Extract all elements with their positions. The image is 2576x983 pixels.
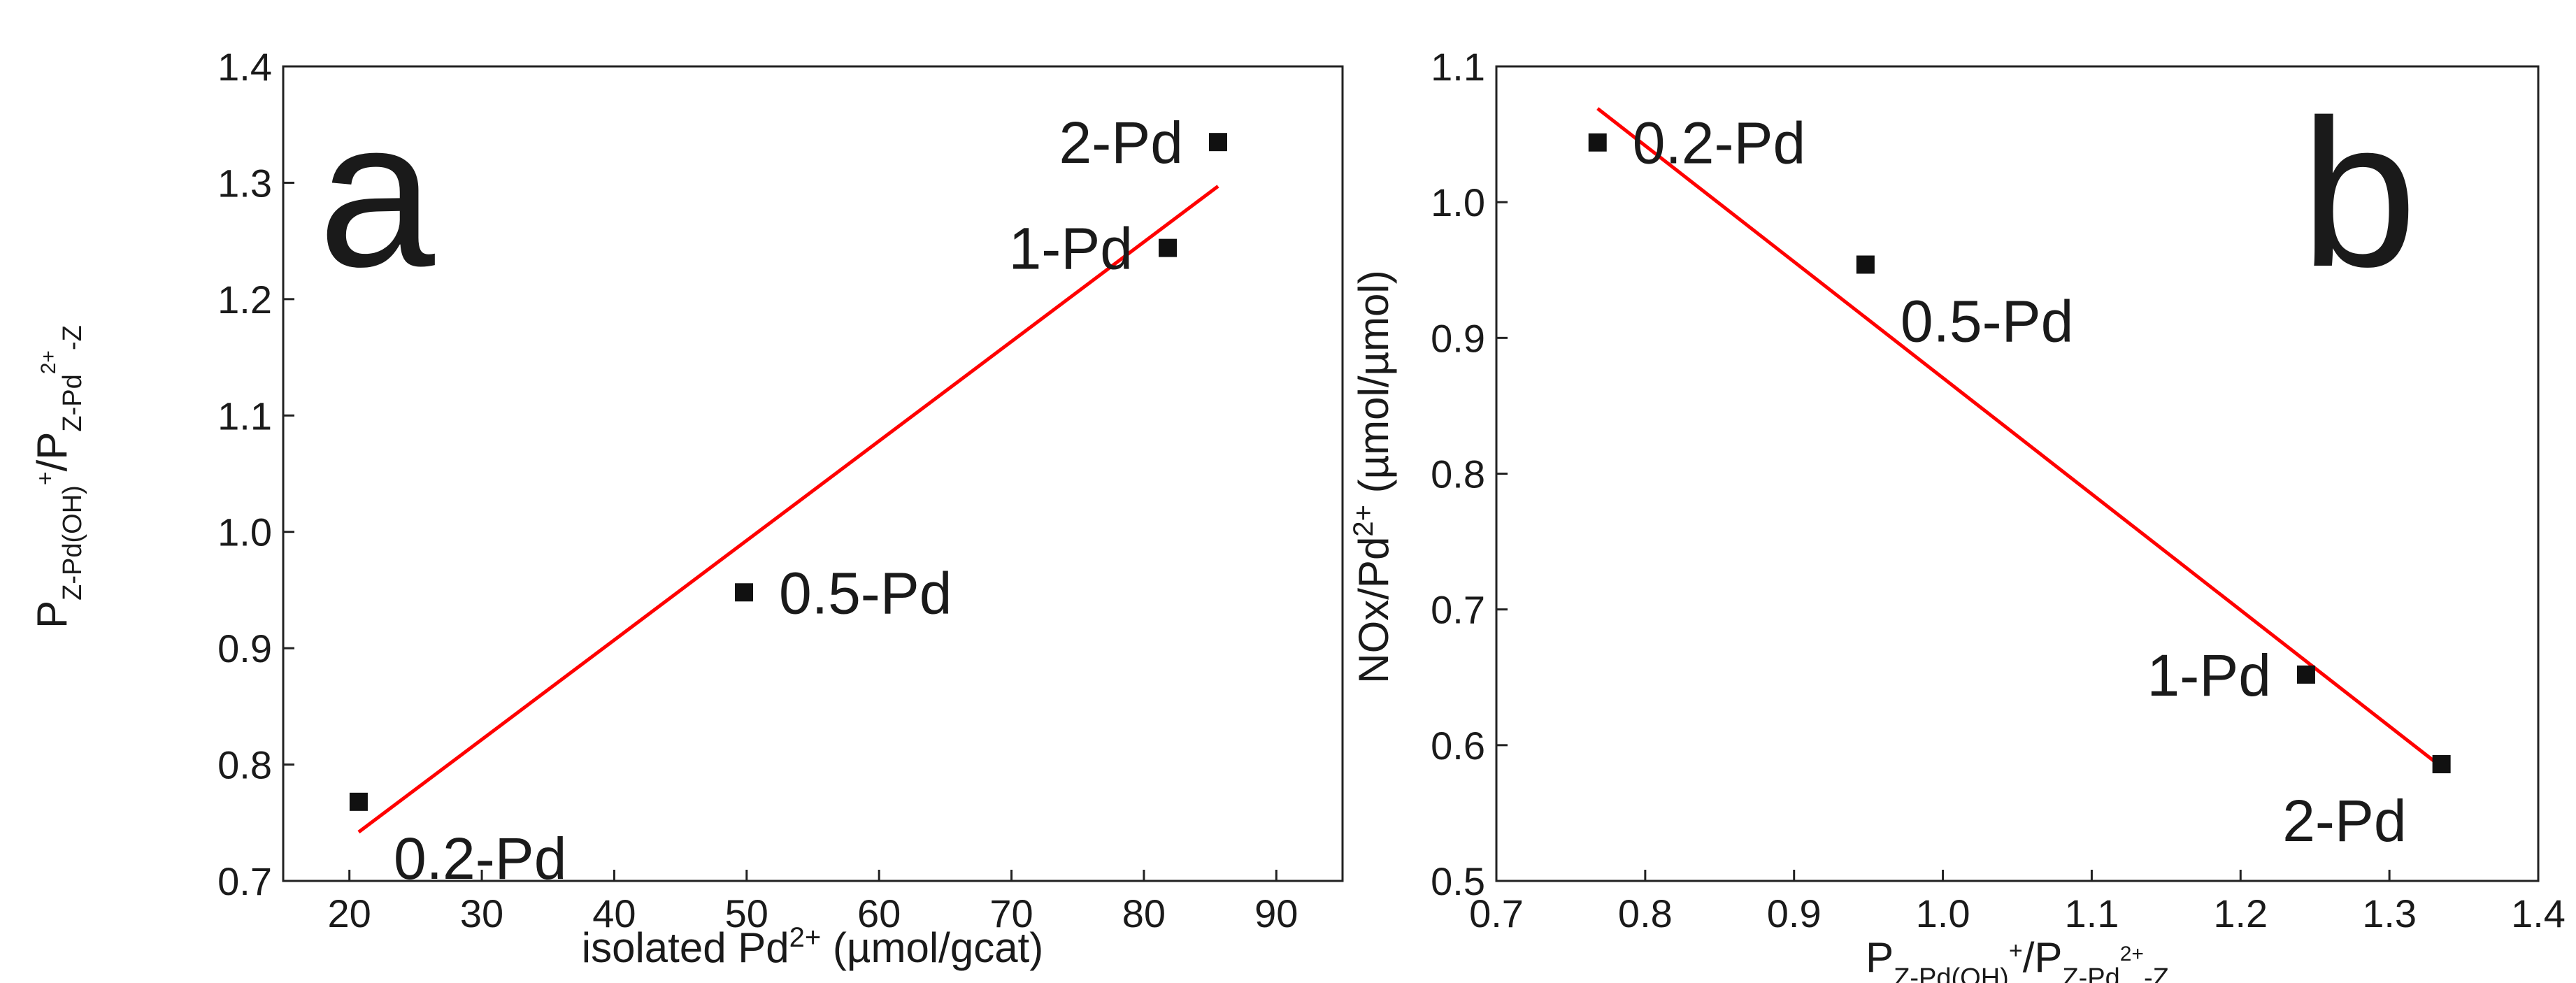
plot-frame-a bbox=[282, 65, 1344, 882]
x-tick-label-b: 1.2 bbox=[2213, 891, 2268, 935]
panel-letter-a: a bbox=[318, 76, 436, 310]
data-point-a bbox=[735, 583, 754, 602]
x-tick-label-b: 1.4 bbox=[2511, 891, 2566, 935]
point-label-b: 0.5-Pd bbox=[1901, 288, 2074, 354]
axis-ticks-a bbox=[283, 65, 1278, 882]
x-tick-label-a: 20 bbox=[328, 891, 371, 935]
data-point-b bbox=[1856, 255, 1875, 274]
y-tick-label-b: 0.5 bbox=[1431, 859, 1485, 903]
data-point-a bbox=[1208, 133, 1227, 152]
y-tick-label-a: 1.2 bbox=[217, 278, 272, 322]
point-label-a: 0.2-Pd bbox=[394, 826, 567, 891]
chart-panel-b: 0.7 0.8 0.9 1.0 1.1 1.2 1.3 1.4 0.5 0.6 0.7 0.8 0.9 1… bbox=[1348, 45, 2566, 983]
x-tick-label-a: 90 bbox=[1254, 891, 1298, 935]
y-tick-label-a: 1.3 bbox=[217, 161, 272, 205]
data-point-b bbox=[2432, 755, 2451, 774]
y-tick-label-a: 1.4 bbox=[217, 45, 272, 89]
data-points-a bbox=[349, 133, 1227, 811]
x-tick-label-b: 1.3 bbox=[2362, 891, 2417, 935]
x-axis-title-a: isolated Pd2+ (µmol/gcat) bbox=[582, 922, 1043, 971]
x-axis-title-b: PZ-Pd(OH)+/PZ-Pd2+-Z bbox=[1866, 934, 2169, 983]
data-point-b bbox=[1588, 133, 1607, 152]
y-tick-label-a: 0.7 bbox=[217, 859, 272, 903]
point-label-a: 2-Pd bbox=[1059, 110, 1183, 175]
y-tick-label-a: 0.9 bbox=[217, 626, 272, 670]
y-tick-label-a: 0.8 bbox=[217, 743, 272, 787]
data-point-a bbox=[349, 792, 368, 811]
point-label-a: 0.5-Pd bbox=[779, 560, 952, 626]
point-labels-a: 0.2-Pd 0.5-Pd 1-Pd 2-Pd bbox=[394, 110, 1183, 891]
x-tick-label-b: 1.1 bbox=[2064, 891, 2119, 935]
x-tick-label-a: 70 bbox=[989, 891, 1033, 935]
fit-line-a bbox=[357, 185, 1219, 834]
y-tick-label-b: 1.1 bbox=[1431, 45, 1485, 89]
point-labels-b: 0.2-Pd 0.5-Pd 1-Pd 2-Pd bbox=[1633, 110, 2407, 854]
chart-panel-a: 20 30 40 50 60 70 80 90 0.7 0.8 0.9 1.0 1.1 1.2 1.3 1.4… bbox=[29, 45, 1344, 971]
fit-line-b bbox=[1596, 107, 2443, 768]
y-tick-label-b: 0.7 bbox=[1431, 588, 1485, 632]
data-point-a bbox=[1159, 238, 1178, 257]
x-tick-label-b: 1.0 bbox=[1916, 891, 1970, 935]
point-label-b: 2-Pd bbox=[2282, 788, 2406, 854]
x-tick-label-b: 0.7 bbox=[1469, 891, 1524, 935]
tick-labels-a: 20 30 40 50 60 70 80 90 0.7 0.8 0.9 1.0 1.1 1.2 1.3 1.4 bbox=[217, 45, 1298, 935]
data-points-b bbox=[1588, 133, 2451, 774]
point-label-a: 1-Pd bbox=[1009, 216, 1133, 282]
tick-labels-b: 0.7 0.8 0.9 1.0 1.1 1.2 1.3 1.4 0.5 0.6 0.7 0.8 0.9 1… bbox=[1431, 45, 2566, 935]
point-label-b: 1-Pd bbox=[2147, 643, 2271, 708]
x-tick-label-a: 80 bbox=[1122, 891, 1166, 935]
x-tick-label-b: 0.9 bbox=[1767, 891, 1822, 935]
x-tick-label-a: 50 bbox=[725, 891, 768, 935]
y-tick-label-b: 0.9 bbox=[1431, 316, 1485, 360]
y-tick-label-b: 0.8 bbox=[1431, 452, 1485, 496]
panel-letter-b: b bbox=[2300, 76, 2417, 310]
x-tick-label-a: 30 bbox=[460, 891, 503, 935]
y-axis-title-b: NOx/Pd2+ (µmol/µmol) bbox=[1348, 270, 1397, 683]
x-tick-label-b: 0.8 bbox=[1618, 891, 1673, 935]
axis-ticks-b bbox=[1495, 65, 2540, 882]
data-point-b bbox=[2296, 665, 2315, 684]
y-tick-label-a: 1.0 bbox=[217, 510, 272, 554]
point-label-b: 0.2-Pd bbox=[1633, 110, 1806, 176]
y-tick-label-a: 1.1 bbox=[217, 394, 272, 438]
y-tick-label-b: 0.6 bbox=[1431, 724, 1485, 768]
x-tick-label-a: 40 bbox=[592, 891, 636, 935]
x-tick-label-a: 60 bbox=[857, 891, 901, 935]
y-tick-label-b: 1.0 bbox=[1431, 180, 1485, 224]
y-axis-title-a: PZ-Pd(OH)+/PZ-Pd2+-Z bbox=[29, 325, 87, 629]
